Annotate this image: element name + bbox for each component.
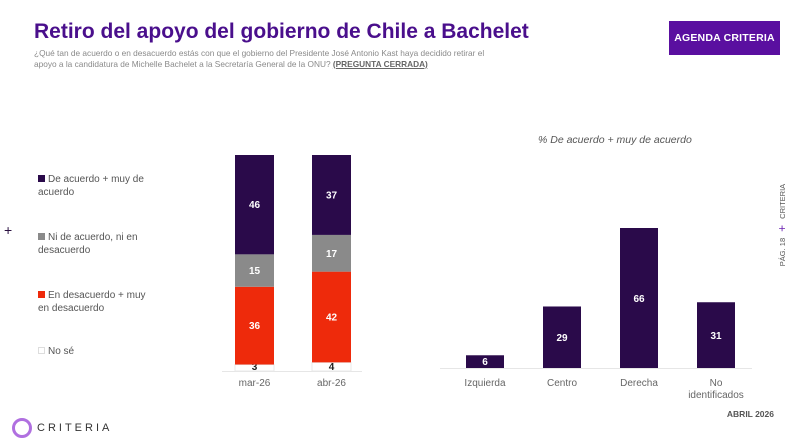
question-text: ¿Qué tan de acuerdo o en desacuerdo está…	[34, 48, 504, 69]
page-title: Retiro del apoyo del gobierno de Chile a…	[34, 20, 529, 43]
legend-label: En desacuerdo + muy en desacuerdo	[38, 290, 146, 314]
bar-segment	[235, 155, 274, 255]
legend-item-ni: Ni de acuerdo, ni en desacuerdo	[38, 232, 148, 257]
question-tag: (PREGUNTA CERRADA)	[332, 58, 428, 69]
legend-swatch	[38, 347, 45, 354]
data-label: 15	[249, 266, 261, 277]
x-tick-label: identificados	[688, 390, 744, 401]
data-label: 46	[249, 200, 261, 211]
data-label: 17	[326, 249, 338, 260]
bar	[466, 355, 504, 368]
data-label: 37	[326, 190, 338, 201]
report-date: ABRIL 2026	[726, 409, 774, 419]
x-tick-label: Izquierda	[464, 378, 506, 389]
bar-segment	[235, 286, 274, 365]
bar-segment	[312, 234, 351, 272]
legend-label: No sé	[48, 346, 75, 357]
bar	[697, 302, 735, 368]
data-label: 42	[326, 313, 338, 324]
plus-icon: +	[775, 224, 789, 232]
data-label: 31	[710, 331, 722, 342]
legend-item-no-se: No sé	[38, 346, 148, 359]
criteria-logo: CRITERIA	[12, 418, 112, 438]
side-label: PÁG. 18 + CRITERIA	[772, 160, 792, 290]
bar-segment	[312, 155, 351, 235]
data-label: 29	[556, 333, 568, 344]
x-tick-label: Centro	[547, 378, 577, 389]
legend-label: De acuerdo + muy de acuerdo	[38, 174, 144, 198]
logo-text: CRITERIA	[37, 422, 113, 434]
legend-item-de-acuerdo: De acuerdo + muy de acuerdo	[38, 174, 148, 199]
data-label: 36	[249, 321, 261, 332]
agenda-criteria-button[interactable]: AGENDA CRITERIA	[669, 21, 780, 55]
bar-segment	[235, 254, 274, 287]
data-label: 6	[482, 357, 488, 368]
bar-segment	[312, 271, 351, 363]
plus-icon: +	[4, 222, 13, 238]
data-label: 3	[252, 362, 258, 373]
charts: 3 36 15 46 mar-26 4 42 17 37 abr-26 6 Izquierda 29 Ce…	[222, 155, 752, 401]
legend-label: Ni de acuerdo, ni en desacuerdo	[38, 232, 138, 256]
x-tick-label: No	[710, 378, 723, 389]
legend-item-desacuerdo: En desacuerdo + muy en desacuerdo	[38, 290, 148, 315]
chart-subtitle: % De acuerdo + muy de acuerdo	[538, 134, 692, 146]
data-label: 66	[633, 294, 645, 305]
data-label: 4	[329, 362, 335, 373]
legend-swatch	[38, 291, 45, 298]
question-body: ¿Qué tan de acuerdo o en desacuerdo está…	[34, 48, 485, 69]
bar	[543, 306, 581, 368]
side-brand: CRITERIA	[777, 183, 787, 219]
legend-swatch	[38, 233, 45, 240]
bar	[620, 228, 658, 368]
page-number: PÁG. 18	[777, 237, 787, 267]
x-tick-label: abr-26	[317, 378, 346, 389]
legend-swatch	[38, 175, 45, 182]
logo-ring-icon	[12, 418, 32, 438]
x-tick-label: mar-26	[239, 378, 271, 389]
x-tick-label: Derecha	[620, 378, 658, 389]
